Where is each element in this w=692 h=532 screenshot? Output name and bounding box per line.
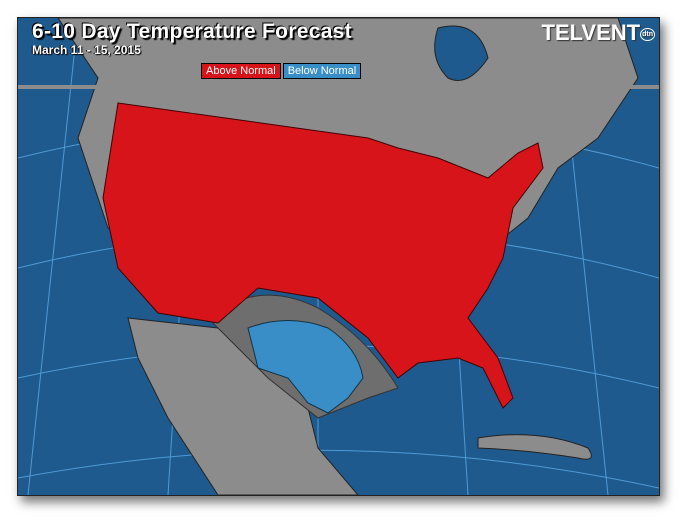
legend: Above Normal Below Normal bbox=[201, 63, 362, 79]
telvent-logo: TELVENT dtn bbox=[541, 20, 655, 45]
above-normal-area bbox=[102, 102, 544, 409]
date-range: March 11 - 15, 2015 bbox=[32, 43, 141, 57]
map-title: 6-10 Day Temperature Forecast bbox=[32, 20, 352, 43]
cuba bbox=[477, 434, 592, 460]
legend-below-normal: Below Normal bbox=[282, 63, 362, 79]
header-divider bbox=[18, 85, 659, 89]
temperature-map bbox=[18, 18, 659, 495]
below-normal-area bbox=[247, 320, 364, 414]
hudson-bay bbox=[434, 25, 489, 81]
forecast-map-frame: 6-10 Day Temperature Forecast March 11 -… bbox=[17, 17, 660, 496]
legend-above-normal: Above Normal bbox=[201, 63, 281, 79]
